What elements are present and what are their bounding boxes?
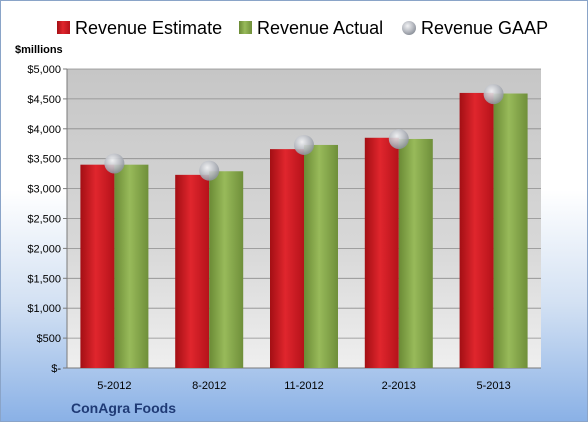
marker-revenue-gaap bbox=[104, 153, 125, 174]
bar-revenue-estimate bbox=[364, 137, 399, 368]
bar-revenue-estimate bbox=[80, 164, 115, 368]
legend-swatch-actual bbox=[239, 21, 252, 34]
legend-label-actual: Revenue Actual bbox=[257, 18, 383, 38]
legend-label-gaap: Revenue GAAP bbox=[421, 18, 548, 38]
x-tick-label: 2-2013 bbox=[382, 380, 416, 392]
bar-revenue-actual bbox=[209, 171, 244, 368]
y-tick-label: $3,000 bbox=[27, 184, 61, 196]
company-name: ConAgra Foods bbox=[71, 400, 176, 416]
bar-revenue-estimate bbox=[175, 174, 210, 368]
y-tick-label: $1,500 bbox=[27, 273, 61, 285]
x-tick-label: 11-2012 bbox=[284, 380, 324, 392]
bar-revenue-actual bbox=[114, 164, 149, 368]
bar-revenue-estimate bbox=[459, 92, 494, 369]
bar-revenue-actual bbox=[398, 138, 433, 368]
legend: Revenue Estimate Revenue Actual Revenue … bbox=[57, 18, 548, 38]
legend-swatch-estimate bbox=[57, 21, 70, 34]
y-tick-label: $5,000 bbox=[27, 64, 61, 76]
bar-revenue-actual bbox=[493, 93, 528, 368]
x-tick-label: 8-2012 bbox=[192, 380, 226, 392]
bar-revenue-estimate bbox=[270, 149, 304, 368]
y-axis-unit-label: $millions bbox=[15, 44, 63, 56]
y-tick-label: $4,000 bbox=[27, 124, 61, 136]
bars bbox=[80, 92, 528, 369]
x-tick-label: 5-2012 bbox=[97, 380, 131, 392]
legend-marker-gaap bbox=[402, 21, 416, 35]
marker-revenue-gaap bbox=[294, 134, 314, 155]
x-axis: 5-2012 8-2012 11-2012 2-2013 5-2013 bbox=[67, 367, 541, 392]
marker-revenue-gaap bbox=[388, 128, 409, 149]
y-tick-label: $- bbox=[51, 363, 61, 375]
gaap-markers bbox=[104, 84, 504, 181]
marker-revenue-gaap bbox=[483, 84, 504, 105]
x-tick-label: 5-2013 bbox=[476, 380, 510, 392]
y-tick-label: $2,000 bbox=[27, 243, 61, 255]
legend-label-estimate: Revenue Estimate bbox=[75, 18, 222, 38]
y-tick-label: $500 bbox=[37, 333, 61, 345]
marker-revenue-gaap bbox=[199, 160, 220, 181]
y-tick-label: $1,000 bbox=[27, 303, 61, 315]
bar-revenue-actual bbox=[304, 144, 338, 368]
y-tick-label: $2,500 bbox=[27, 214, 61, 226]
y-tick-label: $4,500 bbox=[27, 94, 61, 106]
y-axis: $- $500 $1,000 $1,500 $2,000 $2,500 $3,000 $3,5… bbox=[27, 64, 68, 375]
y-tick-label: $3,500 bbox=[27, 154, 61, 166]
